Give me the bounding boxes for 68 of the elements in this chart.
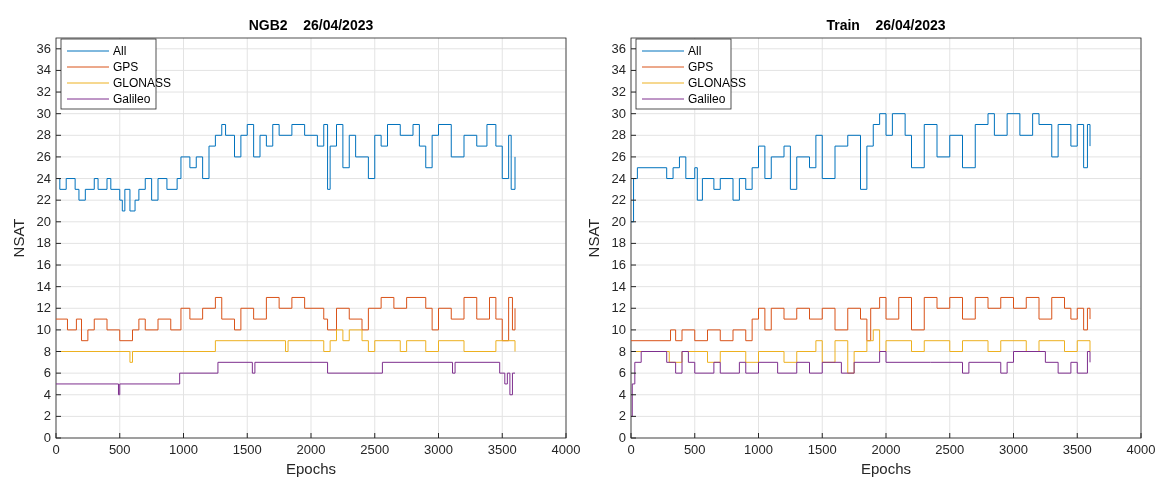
x-tick-label: 1500 <box>807 442 837 457</box>
y-tick-label: 26 <box>36 148 51 164</box>
y-tick-label: 26 <box>611 148 626 164</box>
y-tick-label: 36 <box>611 40 626 56</box>
x-tick-label: 4000 <box>1126 442 1156 457</box>
legend-label: GLONASS <box>113 76 172 90</box>
y-tick-label: 8 <box>618 343 626 359</box>
y-tick-label: 12 <box>36 300 51 316</box>
y-axis-title: NSAT <box>585 218 602 258</box>
y-tick-label: 32 <box>36 84 51 100</box>
y-tick-label: 16 <box>611 257 626 273</box>
x-axis-title: Epochs <box>860 460 912 477</box>
x-tick-label: 1000 <box>744 442 773 457</box>
y-tick-label: 10 <box>611 321 626 337</box>
legend-label: All <box>688 44 702 58</box>
y-tick-label: 36 <box>36 40 51 56</box>
y-tick-label: 2 <box>618 408 626 424</box>
y-tick-label: 28 <box>36 127 51 143</box>
y-tick-label: 22 <box>36 192 51 208</box>
x-tick-label: 500 <box>683 442 706 457</box>
y-tick-label: 12 <box>611 300 626 316</box>
y-tick-label: 24 <box>36 170 51 186</box>
chart-title: Train 26/04/2023 <box>826 17 946 33</box>
y-tick-label: 30 <box>36 105 51 121</box>
x-tick-label: 500 <box>108 442 131 457</box>
legend-label: All <box>113 44 127 58</box>
y-tick-label: 4 <box>43 386 51 402</box>
x-tick-label: 2500 <box>935 442 965 457</box>
y-tick-label: 8 <box>43 343 51 359</box>
y-tick-label: 4 <box>618 386 626 402</box>
legend-label: Galileo <box>688 92 726 106</box>
x-tick-label: 1500 <box>232 442 262 457</box>
chart-title: NGB2 26/04/2023 <box>248 17 374 33</box>
y-tick-label: 14 <box>36 278 51 294</box>
y-tick-label: 2 <box>43 408 51 424</box>
y-tick-label: 22 <box>611 192 626 208</box>
legend-label: Galileo <box>113 92 151 106</box>
legend-label: GPS <box>113 60 139 74</box>
y-tick-label: 6 <box>43 365 51 381</box>
legend-label: GLONASS <box>688 76 747 90</box>
x-tick-label: 4000 <box>551 442 581 457</box>
x-tick-label: 2000 <box>296 442 326 457</box>
x-tick-label: 2000 <box>871 442 901 457</box>
y-tick-label: 34 <box>611 62 626 78</box>
y-tick-label: 24 <box>611 170 626 186</box>
y-tick-label: 20 <box>611 213 626 229</box>
y-tick-label: 20 <box>36 213 51 229</box>
y-tick-label: 10 <box>36 321 51 337</box>
x-tick-label: 3000 <box>424 442 453 457</box>
y-tick-label: 34 <box>36 62 51 78</box>
y-tick-label: 30 <box>611 105 626 121</box>
x-axis-title: Epochs <box>285 460 337 477</box>
x-tick-label: 3500 <box>1062 442 1092 457</box>
y-tick-label: 0 <box>618 430 626 445</box>
y-tick-label: 28 <box>611 127 626 143</box>
y-tick-label: 32 <box>611 84 626 100</box>
x-tick-label: 3000 <box>999 442 1028 457</box>
y-tick-label: 18 <box>36 235 51 251</box>
y-tick-label: 0 <box>43 430 51 445</box>
y-tick-label: 6 <box>618 365 626 381</box>
legend-label: GPS <box>688 60 714 74</box>
x-tick-label: 1000 <box>169 442 198 457</box>
y-tick-label: 18 <box>611 235 626 251</box>
y-axis-title: NSAT <box>10 218 27 258</box>
x-tick-label: 3500 <box>487 442 517 457</box>
y-tick-label: 14 <box>611 278 626 294</box>
x-tick-label: 2500 <box>360 442 390 457</box>
y-tick-label: 16 <box>36 257 51 273</box>
